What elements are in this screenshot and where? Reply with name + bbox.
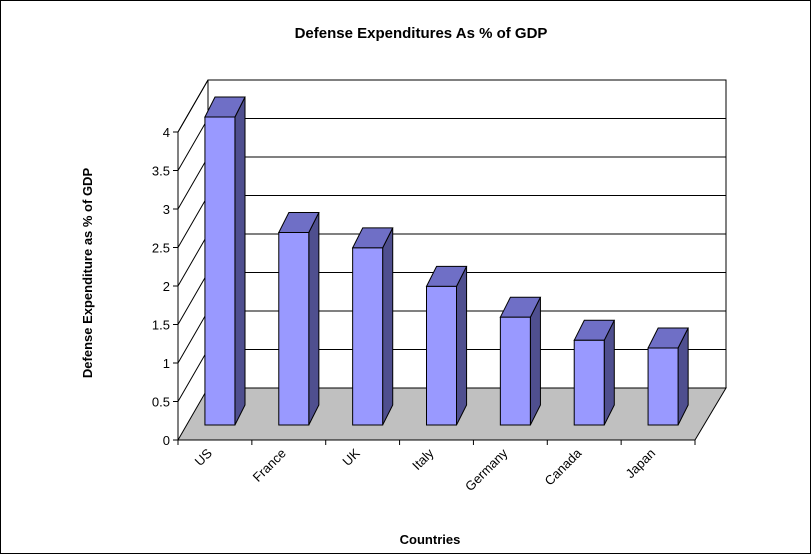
bar-side [456, 266, 468, 426]
x-axis-title: Countries [400, 532, 461, 547]
y-tick-label: 3 [163, 202, 170, 217]
bar-side [529, 296, 541, 426]
y-tick-label: 2 [163, 279, 170, 294]
y-axis-title: Defense Expenditure as % of GDP [80, 168, 95, 379]
chart-title: Defense Expenditures As % of GDP [295, 25, 548, 42]
bar [573, 339, 605, 426]
bar [426, 285, 457, 426]
y-tick-label: 4 [163, 125, 170, 140]
bar [204, 116, 236, 426]
x-category-label: Canada [542, 445, 585, 488]
bar [499, 316, 531, 426]
x-category-label: UK [339, 445, 363, 469]
y-tick-label: 1 [163, 356, 170, 371]
gridline [177, 156, 726, 210]
bar-side [234, 96, 246, 426]
gridline [177, 118, 726, 171]
x-category-label: France [250, 446, 289, 485]
x-category-label: Japan [623, 446, 659, 482]
bar-side [308, 212, 320, 426]
gridline [177, 195, 726, 248]
x-category-label: Germany [462, 445, 511, 494]
y-tick-label: 3.5 [152, 164, 170, 179]
bar [352, 247, 384, 426]
y-tick-label: 0.5 [152, 395, 170, 410]
y-tick-label: 0 [163, 433, 170, 448]
gridline [177, 79, 726, 133]
y-tick-label: 1.5 [152, 318, 170, 333]
x-category-label: US [192, 445, 216, 469]
x-category-label: Italy [409, 445, 437, 473]
bar [647, 347, 679, 426]
bar-side [382, 227, 394, 426]
y-tick-label: 2.5 [152, 241, 170, 256]
plot-area: 0 0.5 1 1.5 2 2.5 3 3.5 4 US France UK Italy Germany C… [152, 79, 727, 494]
bar [278, 232, 310, 426]
